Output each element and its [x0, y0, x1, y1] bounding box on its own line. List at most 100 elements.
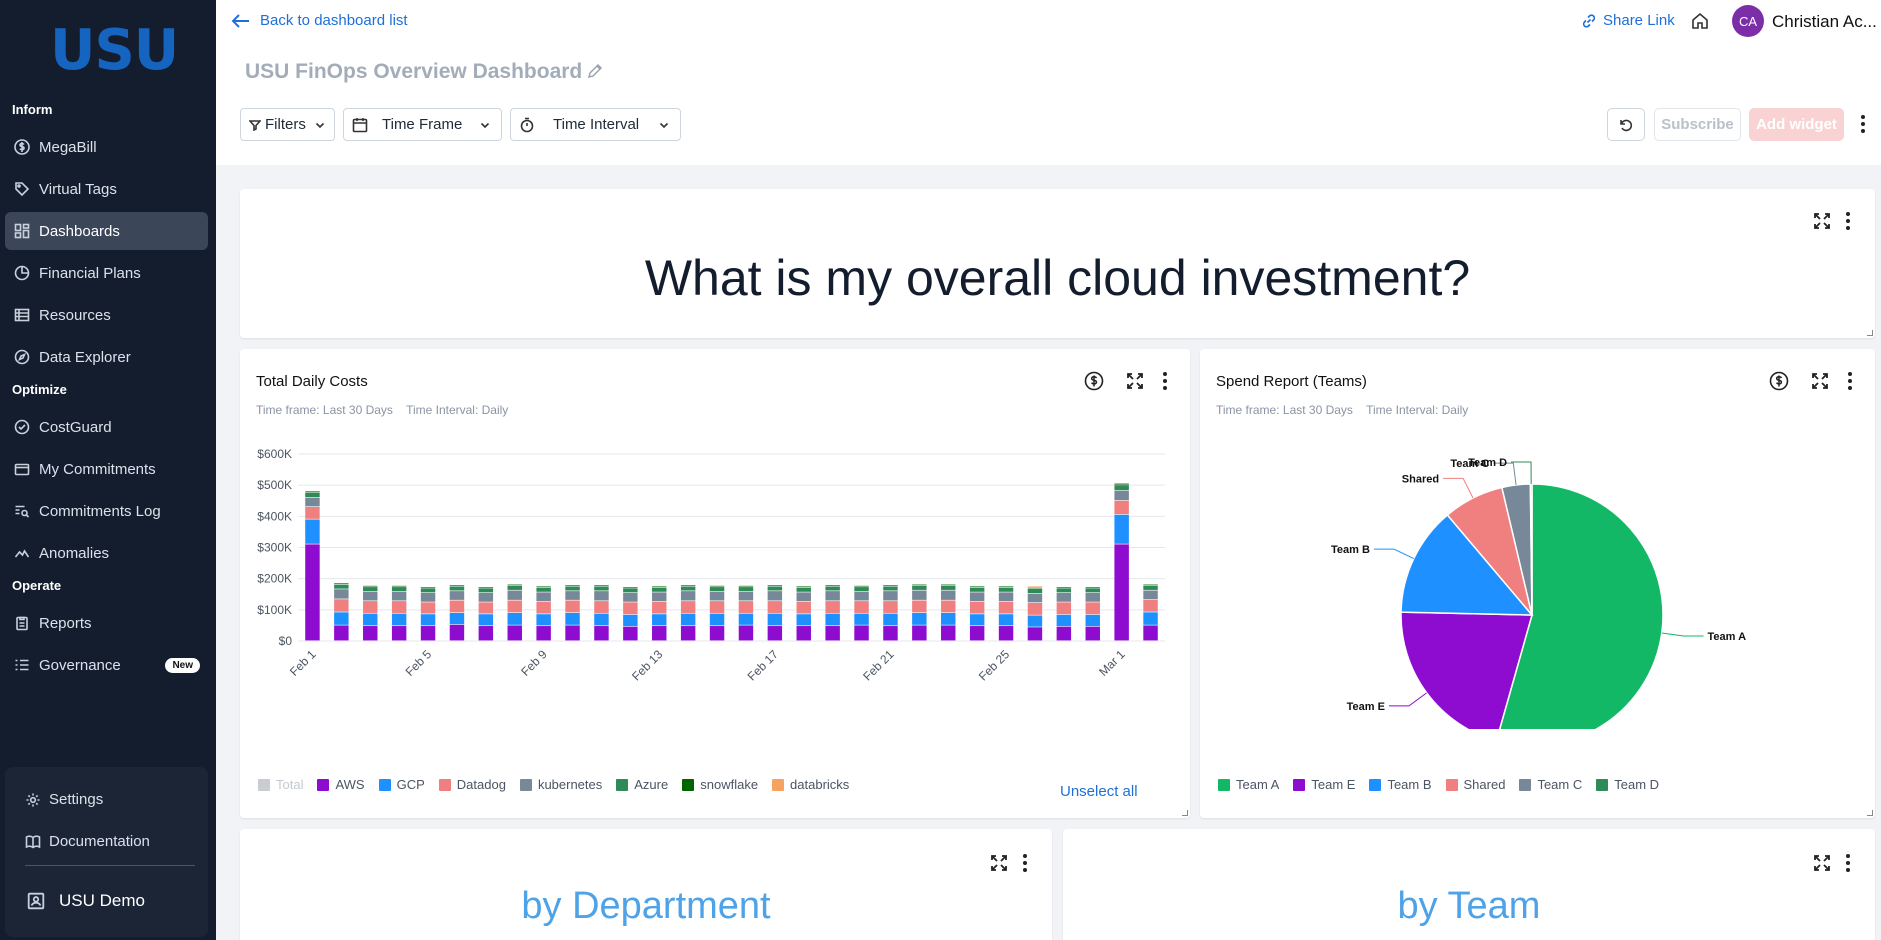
- bar-segment-kubernetes[interactable]: [305, 497, 320, 507]
- bar-segment-datadog[interactable]: [796, 601, 811, 614]
- pie-slice-team-a[interactable]: [1496, 483, 1664, 729]
- bar-segment-aws[interactable]: [623, 626, 638, 641]
- bar-segment-kubernetes[interactable]: [536, 592, 551, 602]
- bar-segment-kubernetes[interactable]: [623, 593, 638, 602]
- page-title[interactable]: USU FinOps Overview Dashboard: [245, 60, 583, 83]
- bar-segment-gcp[interactable]: [1143, 612, 1158, 625]
- bar-segment-kubernetes[interactable]: [565, 591, 580, 600]
- bar-segment-kubernetes[interactable]: [941, 590, 956, 600]
- legend-item-kubernetes[interactable]: kubernetes: [519, 777, 602, 792]
- bar-segment-snowflake[interactable]: [969, 586, 985, 588]
- bar-segment-kubernetes[interactable]: [738, 591, 754, 601]
- bar-segment-gcp[interactable]: [565, 612, 580, 625]
- legend-item-total[interactable]: Total: [258, 777, 303, 792]
- bar-segment-snowflake[interactable]: [536, 586, 551, 588]
- bar-segment-aws[interactable]: [565, 625, 580, 641]
- bar-segment-snowflake[interactable]: [1027, 587, 1043, 589]
- bar-segment-gcp[interactable]: [738, 613, 754, 625]
- bar-segment-datadog[interactable]: [334, 599, 349, 612]
- bar-segment-azure[interactable]: [767, 586, 783, 591]
- unselect-all-link[interactable]: Unselect all: [1060, 783, 1138, 800]
- legend-item-team-d[interactable]: Team D: [1596, 777, 1659, 792]
- bar-segment-aws[interactable]: [334, 625, 349, 641]
- bar-segment-aws[interactable]: [536, 626, 551, 641]
- bar-segment-gcp[interactable]: [854, 613, 869, 625]
- bar-segment-azure[interactable]: [363, 587, 378, 592]
- bar-segment-azure[interactable]: [738, 587, 754, 592]
- legend-item-snowflake[interactable]: snowflake: [682, 777, 758, 792]
- bar-segment-aws[interactable]: [507, 625, 522, 641]
- bar-segment-snowflake[interactable]: [854, 585, 869, 587]
- legend-item-shared[interactable]: Shared: [1445, 777, 1505, 792]
- documentation-link[interactable]: Documentation: [25, 833, 150, 850]
- pie-slice-team-e[interactable]: [1400, 611, 1533, 729]
- bar-segment-aws[interactable]: [854, 625, 869, 641]
- sidebar-item-reports[interactable]: Reports: [5, 604, 208, 642]
- filters-dropdown[interactable]: Filters: [240, 108, 335, 141]
- bar-segment-azure[interactable]: [536, 587, 551, 592]
- sidebar-item-governance[interactable]: Governance New: [5, 646, 208, 684]
- bar-segment-aws[interactable]: [1056, 626, 1072, 641]
- sidebar-item-virtual-tags[interactable]: Virtual Tags: [5, 170, 208, 208]
- bar-segment-azure[interactable]: [969, 587, 985, 592]
- bar-segment-aws[interactable]: [767, 626, 783, 641]
- expand-icon[interactable]: [990, 854, 1008, 872]
- bar-segment-snowflake[interactable]: [767, 585, 783, 586]
- more-options-icon[interactable]: [1162, 371, 1168, 391]
- bar-segment-snowflake[interactable]: [363, 585, 378, 587]
- bar-segment-aws[interactable]: [305, 544, 320, 641]
- bar-segment-kubernetes[interactable]: [912, 590, 927, 600]
- bar-segment-gcp[interactable]: [883, 613, 898, 626]
- bar-segment-azure[interactable]: [652, 587, 667, 592]
- bar-segment-kubernetes[interactable]: [825, 591, 840, 601]
- legend-item-team-c[interactable]: Team C: [1519, 777, 1582, 792]
- legend-item-team-b[interactable]: Team B: [1369, 777, 1432, 792]
- bar-segment-kubernetes[interactable]: [391, 591, 407, 601]
- bar-segment-azure[interactable]: [912, 585, 927, 590]
- bar-segment-azure[interactable]: [449, 586, 465, 591]
- bar-segment-snowflake[interactable]: [391, 585, 407, 587]
- legend-item-azure[interactable]: Azure: [616, 777, 668, 792]
- account-switcher[interactable]: USU Demo: [27, 891, 145, 911]
- bar-segment-datadog[interactable]: [912, 600, 927, 613]
- more-options-icon[interactable]: [1847, 371, 1853, 391]
- bar-segment-snowflake[interactable]: [1143, 584, 1158, 586]
- bar-segment-kubernetes[interactable]: [1056, 593, 1072, 602]
- bar-segment-snowflake[interactable]: [825, 585, 840, 586]
- bar-segment-gcp[interactable]: [363, 613, 378, 626]
- bar-segment-snowflake[interactable]: [680, 585, 696, 586]
- bar-segment-datadog[interactable]: [709, 601, 725, 613]
- pencil-icon[interactable]: [586, 62, 604, 85]
- settings-link[interactable]: Settings: [25, 791, 103, 808]
- expand-icon[interactable]: [1811, 372, 1829, 390]
- reset-button[interactable]: [1607, 108, 1645, 141]
- bar-segment-snowflake[interactable]: [738, 585, 754, 587]
- bar-segment-gcp[interactable]: [334, 612, 349, 625]
- usu-logo[interactable]: USU: [50, 18, 179, 83]
- bar-segment-snowflake[interactable]: [420, 587, 436, 588]
- bar-segment-snowflake[interactable]: [1056, 587, 1072, 588]
- bar-segment-gcp[interactable]: [1114, 514, 1129, 544]
- bar-segment-kubernetes[interactable]: [478, 593, 494, 602]
- bar-segment-datadog[interactable]: [854, 601, 869, 613]
- bar-segment-datadog[interactable]: [478, 602, 494, 614]
- bar-segment-snowflake[interactable]: [1114, 483, 1129, 485]
- bar-segment-kubernetes[interactable]: [1114, 490, 1129, 501]
- bar-segment-datadog[interactable]: [507, 600, 522, 613]
- bar-segment-gcp[interactable]: [796, 614, 811, 626]
- expand-icon[interactable]: [1813, 854, 1831, 872]
- sidebar-item-commitments-log[interactable]: Commitments Log: [5, 492, 208, 530]
- bar-segment-gcp[interactable]: [594, 613, 609, 626]
- bar-segment-kubernetes[interactable]: [420, 593, 436, 602]
- bar-segment-datadog[interactable]: [305, 506, 320, 519]
- bar-segment-gcp[interactable]: [305, 519, 320, 544]
- bar-segment-aws[interactable]: [969, 626, 985, 641]
- bar-segment-datadog[interactable]: [1056, 602, 1072, 615]
- bar-segment-azure[interactable]: [796, 587, 811, 592]
- bar-segment-datadog[interactable]: [565, 600, 580, 613]
- bar-segment-azure[interactable]: [854, 587, 869, 592]
- bar-segment-azure[interactable]: [709, 587, 725, 592]
- bar-segment-kubernetes[interactable]: [334, 589, 349, 599]
- avatar[interactable]: CA: [1732, 5, 1764, 37]
- bar-segment-azure[interactable]: [941, 585, 956, 590]
